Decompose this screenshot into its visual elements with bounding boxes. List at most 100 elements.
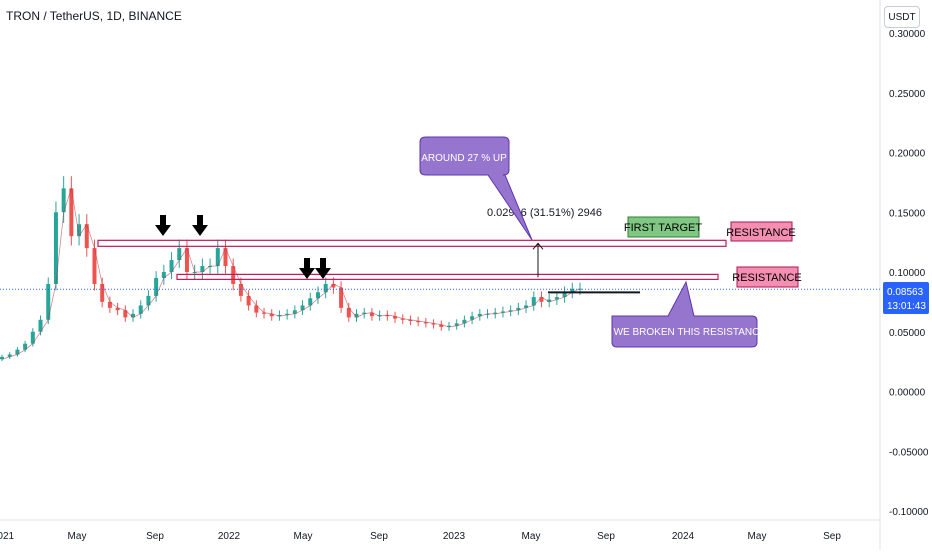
first-target-box <box>627 216 700 238</box>
candle-body <box>516 307 521 311</box>
candle-body <box>431 323 436 325</box>
candle-body <box>570 288 575 293</box>
measure-label: 0.02946 (31.51%) 2946 <box>487 207 602 219</box>
candle-body <box>323 283 328 293</box>
candle-body <box>38 319 43 332</box>
x-tick-label: 2024 <box>672 531 695 542</box>
resistance-upper-box <box>730 221 793 242</box>
candle-body <box>393 316 398 319</box>
candle-body <box>146 295 151 306</box>
candle-body <box>208 266 213 268</box>
callout-break-text: IF WE BROKEN THIS RESISTANCE <box>602 327 766 338</box>
price-line <box>1 188 581 360</box>
candle-body <box>331 283 336 288</box>
candle-body <box>500 311 505 313</box>
candle-body <box>524 305 529 308</box>
candle-body <box>362 312 367 314</box>
candle-body <box>223 248 228 267</box>
candle-body <box>184 248 189 272</box>
currency-button[interactable]: USDT <box>884 6 920 28</box>
resistance-lower-label: RESISTANCE <box>732 272 801 284</box>
price-badge-countdown: 13:01:43 <box>887 301 926 312</box>
candle-body <box>416 320 421 323</box>
x-tick-label: May <box>294 531 313 542</box>
candle-body <box>15 349 20 355</box>
candle-body <box>46 283 51 320</box>
candle-body <box>539 297 544 302</box>
candle-body <box>292 310 297 314</box>
resistance-line-lower <box>176 273 719 280</box>
y-tick-label: 0.00000 <box>889 388 926 399</box>
candle-body <box>92 248 97 284</box>
candle-body <box>454 323 459 326</box>
resistance-lower-box <box>736 266 799 288</box>
candle-body <box>547 299 552 302</box>
callout-up <box>419 136 533 241</box>
candle-body <box>107 301 112 308</box>
candle-body <box>69 188 74 237</box>
candle-body <box>177 248 182 261</box>
candle-body <box>446 325 451 327</box>
candle-body <box>262 312 267 314</box>
candle-body <box>423 322 428 324</box>
y-tick-label: 0.10000 <box>889 268 926 279</box>
y-tick-label: 0.30000 <box>889 29 926 40</box>
candle-body <box>385 315 390 317</box>
candle-body <box>154 277 159 296</box>
callout-up-text: AROUND 27 % UP <box>421 153 507 164</box>
down-arrow-icon <box>192 225 208 236</box>
price-badge-value: 0.08563 <box>887 287 924 298</box>
down-arrow-icon <box>315 268 331 279</box>
candle-body <box>30 331 35 344</box>
candle-body <box>269 313 274 317</box>
resistance-upper-label: RESISTANCE <box>726 227 795 239</box>
candle-body <box>123 310 128 318</box>
x-tick-label: 2023 <box>443 531 466 542</box>
down-arrow-icon <box>299 268 315 279</box>
down-arrow-icon <box>320 258 326 269</box>
x-tick-label: 2021 <box>0 531 15 542</box>
candle-body <box>377 315 382 317</box>
x-tick-label: May <box>522 531 541 542</box>
candle-body <box>462 319 467 324</box>
x-tick-label: May <box>68 531 87 542</box>
candle-body <box>77 224 82 237</box>
candle-body <box>300 305 305 311</box>
candle-body <box>562 292 567 298</box>
candle-body <box>7 354 12 357</box>
candle-body <box>23 343 28 350</box>
candle-body <box>231 266 236 284</box>
candle-body <box>346 307 351 318</box>
candle-body <box>485 313 490 315</box>
candle-body <box>408 319 413 321</box>
candle-body <box>578 288 582 290</box>
candle-body <box>285 313 290 316</box>
price-badge <box>883 282 929 314</box>
candle-body <box>439 324 444 327</box>
candle-body <box>192 272 197 273</box>
callout-break <box>611 280 758 348</box>
chart-title: TRON / TetherUS, 1D, BINANCE <box>6 9 182 23</box>
candle-body <box>169 260 174 272</box>
y-tick-label: 0.05000 <box>889 328 926 339</box>
candle-body <box>246 295 251 306</box>
candle-body <box>554 297 559 300</box>
candle-body <box>308 298 313 306</box>
first-target-label: FIRST TARGET <box>624 222 703 234</box>
x-tick-label: Sep <box>370 531 388 542</box>
candle-body <box>354 313 359 318</box>
candle-body <box>238 283 243 296</box>
candle-body <box>131 313 136 318</box>
y-tick-label: 0.25000 <box>889 89 926 100</box>
down-arrow-icon <box>197 215 203 226</box>
y-tick-label: -0.05000 <box>889 447 929 458</box>
candle-body <box>477 313 482 317</box>
candle-body <box>200 266 205 272</box>
candle-body <box>61 188 66 213</box>
candle-body <box>470 316 475 320</box>
x-tick-label: Sep <box>597 531 615 542</box>
x-tick-label: 2022 <box>218 531 241 542</box>
candle-body <box>0 356 4 360</box>
down-arrow-icon <box>304 258 310 269</box>
